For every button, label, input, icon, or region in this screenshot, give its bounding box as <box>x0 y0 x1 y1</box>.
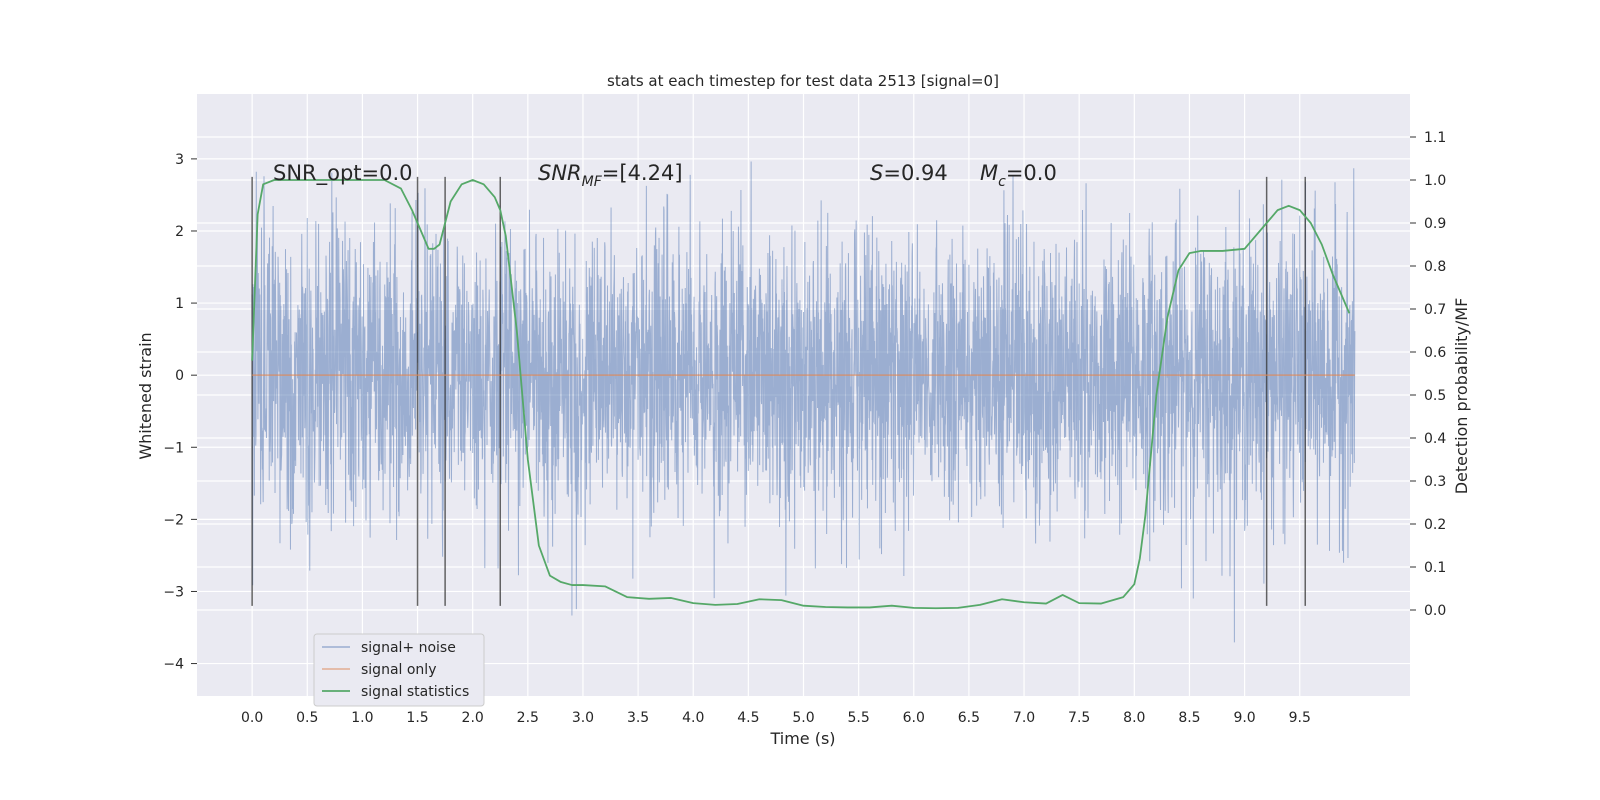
annotation-mc-base: M <box>980 161 998 185</box>
annotation-mc: Mc=0.0 <box>980 161 1057 190</box>
annotation-snr-opt: SNR_opt=0.0 <box>273 161 413 186</box>
x-tick-label: 1.0 <box>351 710 373 726</box>
y2-tick-label: 0.4 <box>1424 431 1446 447</box>
y-tick-label: 1 <box>175 296 184 312</box>
annotation-snr-mf-value: =[4.24] <box>602 161 683 185</box>
x-tick-label: 2.5 <box>517 710 539 726</box>
y2-tick-label: 0.1 <box>1424 560 1446 576</box>
y2-tick-label: 0.8 <box>1424 259 1446 275</box>
signal-noise-series <box>251 161 1356 643</box>
x-tick-label: 6.0 <box>903 710 925 726</box>
y-axis-ticks: −4 −3 −2 −1 0 1 2 3 <box>163 152 197 673</box>
y2-tick-label: 0.2 <box>1424 517 1446 533</box>
chart-title: stats at each timestep for test data 251… <box>607 72 999 90</box>
y2-axis-label: Detection probability/MF <box>1452 298 1471 495</box>
y2-tick-label: 0.6 <box>1424 345 1446 361</box>
annotation-s: S=0.94 <box>870 161 948 185</box>
y2-tick-label: 0.5 <box>1424 388 1446 404</box>
legend-label-signal-statistics: signal statistics <box>361 684 469 700</box>
annotation-mc-value: =0.0 <box>1006 161 1057 185</box>
x-tick-label: 9.0 <box>1233 710 1255 726</box>
x-tick-label: 3.5 <box>627 710 649 726</box>
x-tick-label: 8.5 <box>1178 710 1200 726</box>
y2-tick-label: 0.3 <box>1424 474 1446 490</box>
y-tick-label: 0 <box>175 368 184 384</box>
x-tick-label: 5.5 <box>848 710 870 726</box>
vertical-markers <box>251 176 1306 606</box>
x-tick-label: 5.0 <box>792 710 814 726</box>
x-tick-label: 8.0 <box>1123 710 1145 726</box>
x-tick-label: 4.0 <box>682 710 704 726</box>
annotation-snr-mf-sub: MF <box>582 174 603 190</box>
annotation-s-symbol: S <box>870 161 883 185</box>
y-tick-label: 2 <box>175 224 184 240</box>
y-tick-label: −1 <box>163 440 184 456</box>
x-axis-label: Time (s) <box>769 729 835 748</box>
y-axis-label: Whitened strain <box>136 332 155 459</box>
x-tick-label: 1.5 <box>406 710 428 726</box>
x-tick-label: 9.5 <box>1289 710 1311 726</box>
y2-tick-label: 0.7 <box>1424 302 1446 318</box>
signal-statistics-series <box>251 179 1351 610</box>
x-tick-label: 2.0 <box>462 710 484 726</box>
legend-box <box>313 633 485 707</box>
y2-axis-ticks: 0.0 0.1 0.2 0.3 0.4 0.5 0.6 0.7 0.8 0.9 1.0 1.1 <box>1410 130 1446 619</box>
signal-noise-line <box>251 161 1356 643</box>
legend: signal+ noise signal only signal statist… <box>313 633 485 707</box>
x-tick-label: 3.0 <box>572 710 594 726</box>
y-tick-label: 3 <box>175 152 184 168</box>
x-tick-label: 0.0 <box>241 710 263 726</box>
y2-tick-label: 0.9 <box>1424 216 1446 232</box>
x-tick-label: 6.5 <box>958 710 980 726</box>
y2-tick-label: 1.0 <box>1424 173 1446 189</box>
x-tick-label: 7.5 <box>1068 710 1090 726</box>
annotation-snr-mf-base: SNR <box>538 161 582 185</box>
annotation-mc-sub: c <box>998 174 1006 190</box>
x-axis-ticks: 0.0 0.5 1.0 1.5 2.0 2.5 3.0 3.5 4.0 4.5 5.0 5.5 6.0 6… <box>241 710 1311 726</box>
y2-tick-label: 0.0 <box>1424 603 1446 619</box>
annotation-snr-mf: SNRMF=[4.24] <box>538 161 683 190</box>
x-tick-label: 4.5 <box>737 710 759 726</box>
annotation-s-value: =0.94 <box>883 161 947 185</box>
signal-statistics-line <box>251 179 1351 610</box>
y-tick-label: −2 <box>163 512 184 528</box>
y2-tick-label: 1.1 <box>1424 130 1446 146</box>
legend-label-signal-only: signal only <box>361 662 436 678</box>
y-tick-label: −4 <box>163 657 184 673</box>
legend-label-signal-noise: signal+ noise <box>361 640 456 656</box>
y-tick-label: −3 <box>163 584 184 600</box>
x-tick-label: 0.5 <box>296 710 318 726</box>
x-tick-label: 7.0 <box>1013 710 1035 726</box>
